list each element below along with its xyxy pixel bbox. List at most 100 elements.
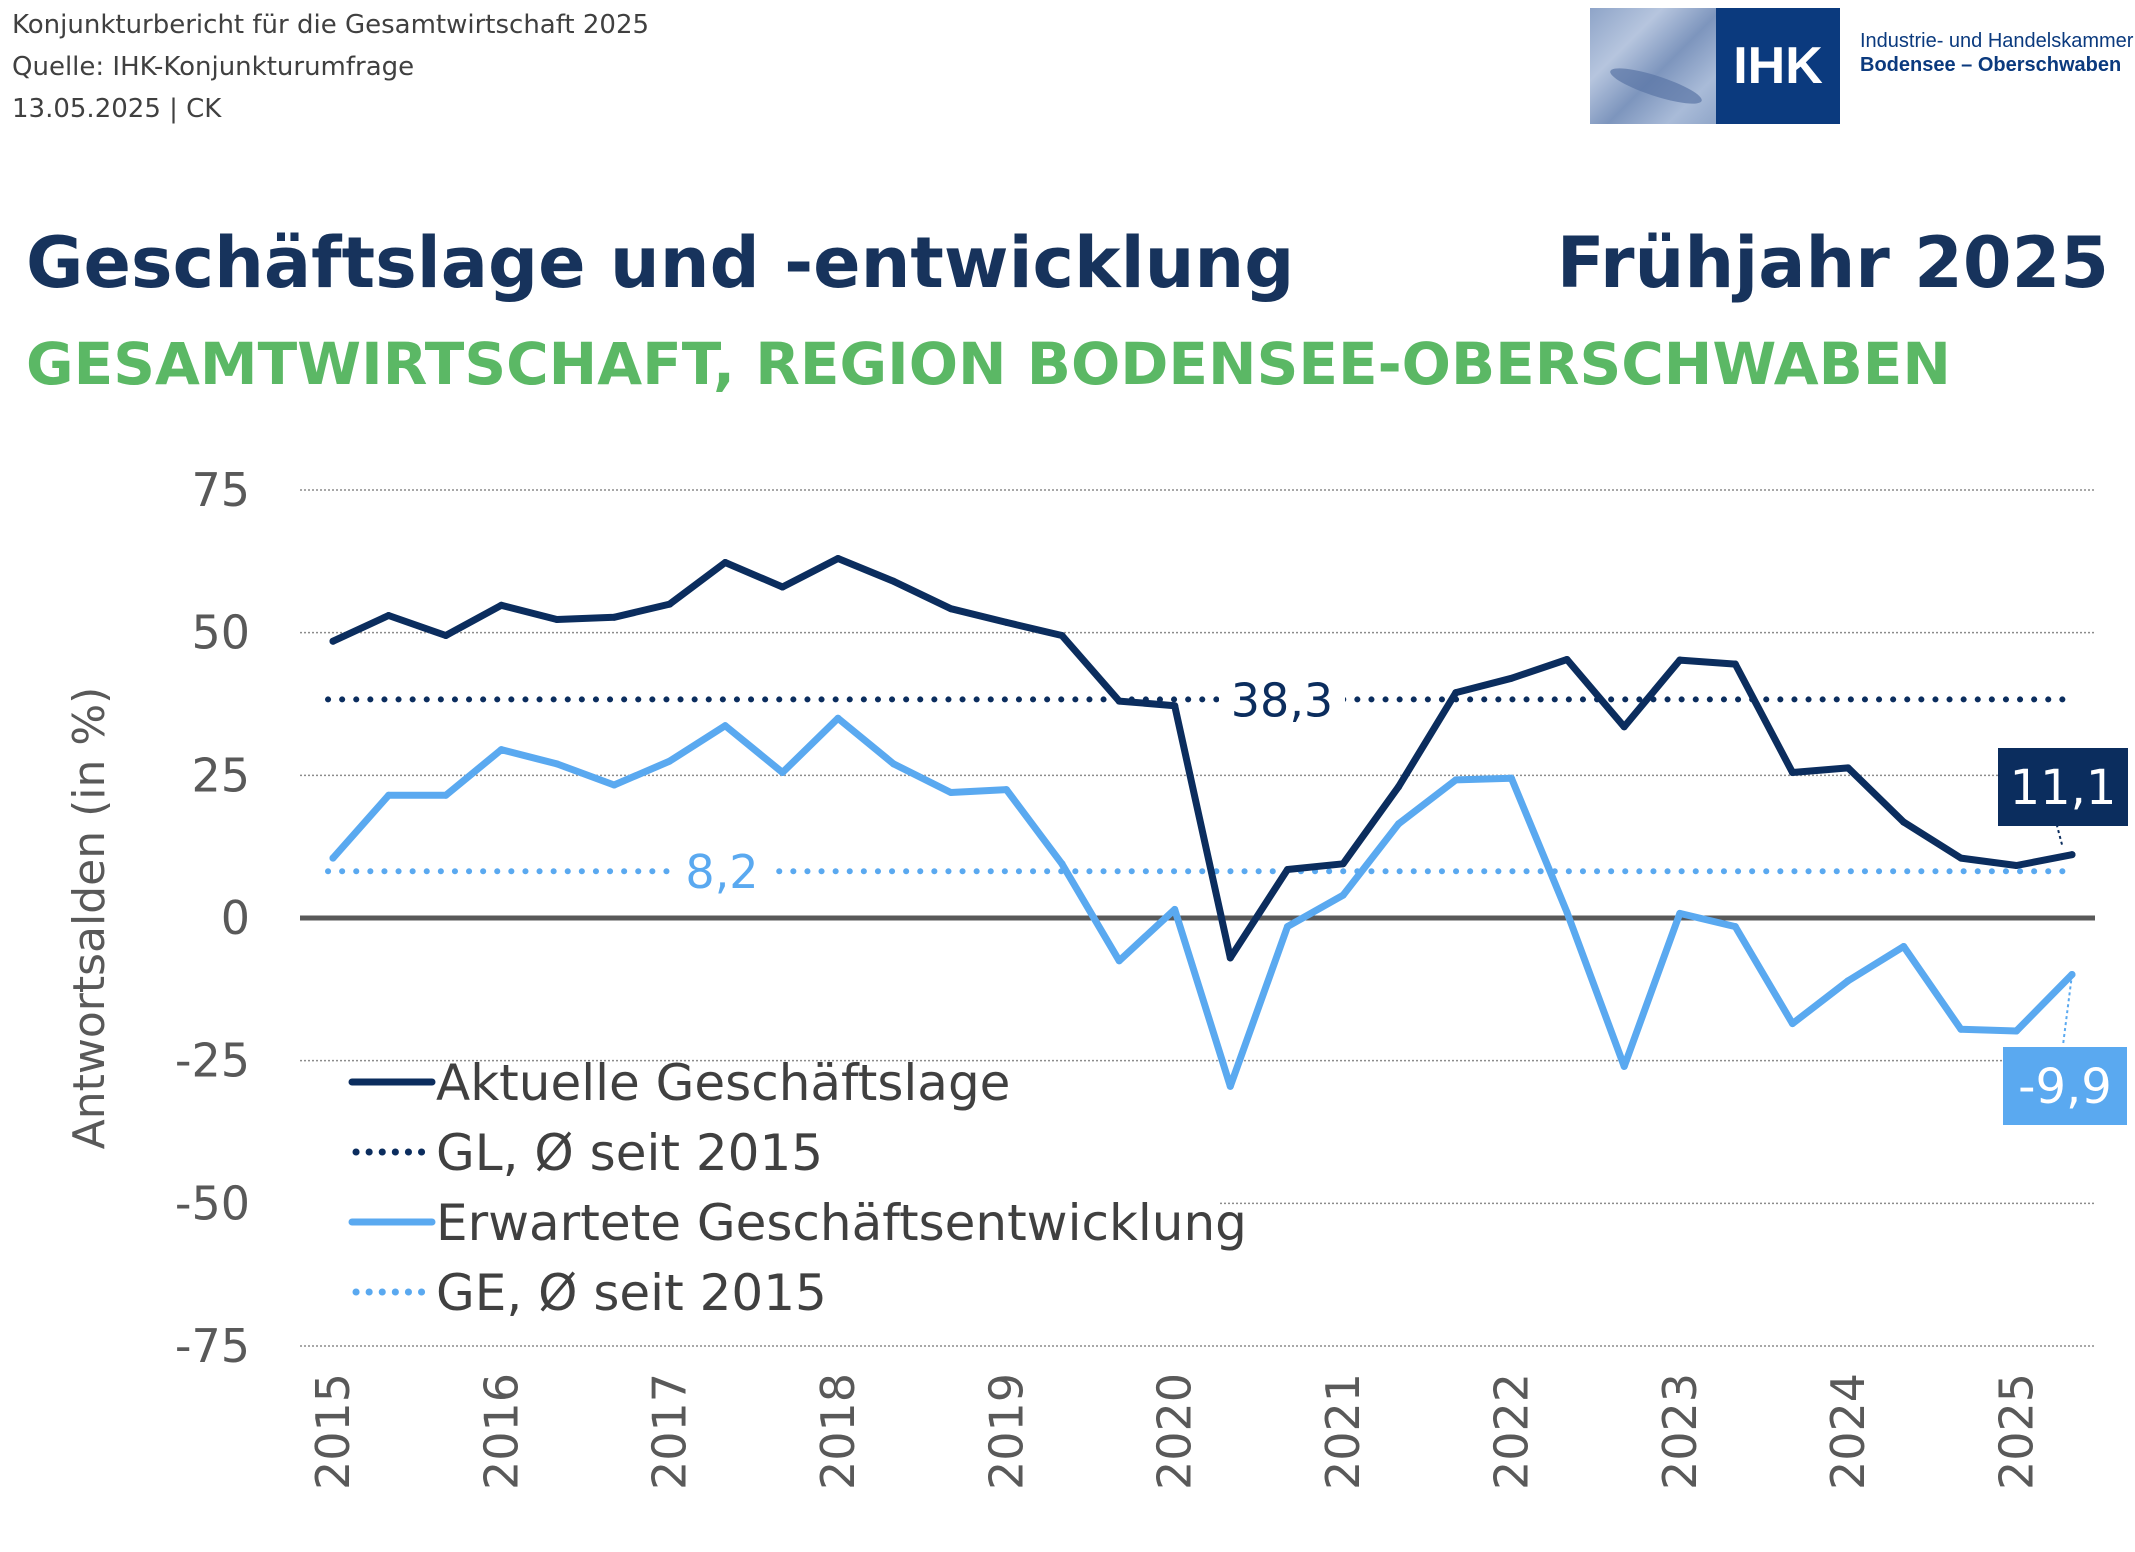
x-tick-label: 2019 [979,1373,1033,1490]
series-erwartete-entwicklung-point [1507,774,1515,782]
x-tick-label: 2022 [1484,1373,1538,1490]
series-erwartete-entwicklung-point [1339,891,1347,899]
series-erwartete-entwicklung-point [1731,923,1739,931]
logo-map-image [1590,8,1716,124]
y-tick-label: 0 [221,891,250,945]
legend-label-1: GL, Ø seit 2015 [436,1124,823,1182]
series-erwartete-entwicklung-point [2012,1027,2020,1035]
series-aktuelle-lage-point [1284,865,1292,873]
x-tick-label: 2015 [306,1373,360,1490]
series-aktuelle-lage-point [1957,854,1965,862]
y-axis-label: Antwortsalden (in %) [64,687,115,1150]
series-erwartete-entwicklung-point [1058,860,1066,868]
series-aktuelle-lage-point [610,613,618,621]
series-aktuelle-lage-point [1620,723,1628,731]
series-aktuelle-lage-point [1002,618,1010,626]
series-erwartete-entwicklung-point [721,722,729,730]
logo-region-name: Bodensee – Oberschwaben [1860,54,2122,76]
series-erwartete-entwicklung [329,714,2076,1090]
series-aktuelle-lage-point [1563,655,1571,663]
series-erwartete-entwicklung-point [497,746,505,754]
series-aktuelle-lage-point [890,577,898,585]
series-aktuelle-lage-point [1395,783,1403,791]
series-erwartete-entwicklung-point [1620,1062,1628,1070]
series-aktuelle-lage-point [442,632,450,640]
series-erwartete-entwicklung-point [666,757,674,765]
x-tick-label: 2021 [1316,1373,1370,1490]
series-aktuelle-lage-point [834,554,842,562]
series-aktuelle-lage-point [1731,660,1739,668]
season-label: Frühjahr 2025 [1556,222,2109,304]
x-tick-label: 2023 [1653,1373,1707,1490]
logo-org-name: Industrie- und Handelskammer [1860,30,2134,52]
series-aktuelle-lage-point [1844,764,1852,772]
series-erwartete-entwicklung-point [1171,905,1179,913]
y-tick-label: 25 [191,748,250,802]
gl-callout-box [1998,748,2128,826]
series-erwartete-entwicklung-point [778,768,786,776]
series-erwartete-entwicklung-point [1844,977,1852,985]
ge-callout-box [2003,1047,2127,1125]
y-tick-label: 75 [191,463,250,517]
series-erwartete-entwicklung-point [610,781,618,789]
report-date: 13.05.2025 | CK [12,94,222,124]
y-tick-label: 50 [191,606,250,660]
series-aktuelle-lage-point [329,637,337,645]
series-aktuelle-lage-point [1115,697,1123,705]
series-erwartete-entwicklung-point [1395,820,1403,828]
series-aktuelle-lage-point [2012,861,2020,869]
ge-last-value: -9,9 [2018,1059,2112,1115]
series-erwartete-entwicklung-point [1226,1082,1234,1090]
series-erwartete-entwicklung-point [1452,776,1460,784]
series-erwartete-entwicklung-point [890,760,898,768]
gl-average-line-label-bg [1219,667,1345,732]
x-tick-label: 2020 [1148,1373,1202,1490]
series-erwartete-entwicklung-point [1789,1020,1797,1028]
series-erwartete-entwicklung-point [1115,957,1123,965]
series-aktuelle-lage-point [1789,768,1797,776]
series-erwartete-entwicklung-point [1284,923,1292,931]
x-tick-label: 2025 [1989,1373,2043,1490]
series-erwartete-entwicklung-point [1676,909,1684,917]
y-tick-label: -50 [175,1176,250,1230]
series-aktuelle-lage-point [385,612,393,620]
x-tick-label: 2017 [643,1373,697,1490]
series-erwartete-entwicklung-point [1002,786,1010,794]
gl-callout-leader [2054,817,2063,845]
series-aktuelle-lage-point [666,600,674,608]
legend-label-0: Aktuelle Geschäftslage [436,1054,1010,1112]
logo-abbr: IHK [1716,8,1840,124]
series-erwartete-entwicklung-point [329,854,337,862]
series-aktuelle-lage-point [497,601,505,609]
series-aktuelle-lage-point [1058,632,1066,640]
series-erwartete-entwicklung-point [947,788,955,796]
series-erwartete-entwicklung-point [442,791,450,799]
series-erwartete-entwicklung-point [1900,943,1908,951]
series-aktuelle-lage-point [553,616,561,624]
series-aktuelle-lage-point [1339,860,1347,868]
ge-average-line-label: 8,2 [685,845,758,899]
series-aktuelle-lage-point [1171,702,1179,710]
report-title: Konjunkturbericht für die Gesamtwirtscha… [12,10,650,40]
series-aktuelle-lage [329,555,2076,962]
series-aktuelle-lage-point [1226,954,1234,962]
report-source: Quelle: IHK-Konjunkturumfrage [12,52,415,82]
y-tick-label: -75 [175,1319,250,1373]
page-subtitle: GESAMTWIRTSCHAFT, REGION BODENSEE-OBERSC… [26,330,1951,398]
series-aktuelle-lage-point [1676,656,1684,664]
series-aktuelle-lage-point [947,605,955,613]
ge-average-line-label-bg [671,839,773,904]
gl-average-line-label: 38,3 [1231,673,1333,727]
series-aktuelle-lage-point [2068,851,2076,859]
series-aktuelle-lage-point [778,583,786,591]
y-tick-label: -25 [175,1034,250,1088]
page-title: Geschäftslage und -entwicklung [26,222,1295,304]
ihk-logo: IHK Industrie- und Handelskammer Bodense… [1590,8,2135,124]
x-tick-label: 2024 [1821,1373,1875,1490]
legend-label-3: GE, Ø seit 2015 [436,1264,827,1322]
x-tick-label: 2018 [811,1373,865,1490]
series-erwartete-entwicklung-point [834,714,842,722]
gl-last-value: 11,1 [2010,760,2117,816]
series-aktuelle-lage-point [1900,818,1908,826]
